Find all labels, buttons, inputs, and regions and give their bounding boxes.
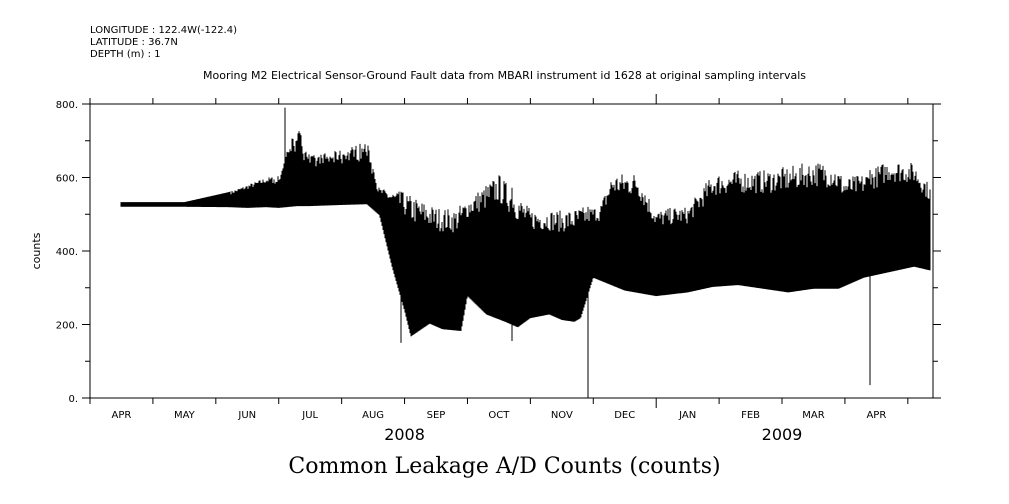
- x-year-label: 2008: [384, 425, 425, 444]
- x-month-label: APR: [866, 410, 886, 421]
- x-month-label: APR: [112, 410, 132, 421]
- x-month-label: AUG: [362, 410, 384, 421]
- longitude-label: LONGITUDE : 122.4W(-122.4): [90, 25, 237, 36]
- y-tick-label: 800.: [56, 100, 78, 111]
- y-tick-label: 600.: [56, 174, 78, 185]
- x-month-label: SEP: [427, 410, 446, 421]
- x-month-label: JUN: [237, 410, 256, 421]
- chart-title: Mooring M2 Electrical Sensor-Ground Faul…: [203, 69, 806, 82]
- x-month-label: MAR: [802, 410, 824, 421]
- latitude-label: LATITUDE : 36.7N: [90, 37, 178, 48]
- x-year-label: 2009: [762, 425, 803, 444]
- y-axis-label: counts: [30, 232, 43, 269]
- y-tick-label: 0.: [68, 394, 78, 405]
- data-series: [120, 131, 931, 337]
- x-month-label: JAN: [678, 410, 696, 421]
- x-month-label: DEC: [614, 410, 635, 421]
- depth-label: DEPTH (m) : 1: [90, 49, 161, 60]
- x-month-label: OCT: [488, 410, 510, 421]
- x-month-label: FEB: [741, 410, 760, 421]
- y-tick-label: 400.: [56, 247, 78, 258]
- x-month-label: NOV: [551, 410, 573, 421]
- x-month-label: MAY: [174, 410, 196, 421]
- y-tick-label: 200.: [56, 321, 78, 332]
- x-axis-title: Common Leakage A/D Counts (counts): [288, 454, 721, 479]
- x-month-label: JUL: [301, 410, 318, 421]
